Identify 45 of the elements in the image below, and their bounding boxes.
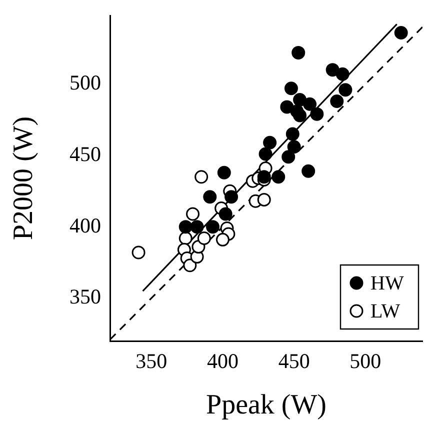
point [203,190,217,204]
point [326,63,340,77]
point [218,207,232,221]
point [263,136,277,150]
point [330,94,344,108]
point [293,108,307,122]
point [284,82,298,96]
legend-label: LW [370,300,400,322]
point [336,67,350,81]
point [257,170,271,184]
y-tick-label: 500 [70,70,101,95]
point [282,150,296,164]
point [194,170,208,184]
point [287,140,301,154]
point [186,207,200,221]
point [286,127,300,141]
point [178,220,192,234]
point [132,246,146,260]
point [272,170,286,184]
point [206,220,220,234]
y-axis-title: P2000 (W) [8,116,40,240]
legend-label: HW [370,272,404,294]
point [258,147,272,161]
point [338,83,352,97]
x-axis-title: Ppeak (W) [206,390,327,421]
x-tick-label: 350 [136,349,168,374]
point [303,97,317,111]
point [302,164,316,178]
x-tick-label: 500 [350,349,382,374]
x-tick-label: 400 [206,349,238,374]
x-tick-label: 450 [278,349,310,374]
point [217,166,231,180]
point [216,232,230,246]
point [310,107,324,121]
y-tick-label: 400 [70,213,101,238]
point [197,231,211,245]
point [394,26,408,40]
point [224,190,238,204]
y-tick-label: 350 [70,284,101,309]
point [257,192,271,206]
point [183,258,197,272]
y-tick-label: 450 [70,142,101,166]
point [190,220,204,234]
point [292,46,306,60]
point [280,100,294,114]
